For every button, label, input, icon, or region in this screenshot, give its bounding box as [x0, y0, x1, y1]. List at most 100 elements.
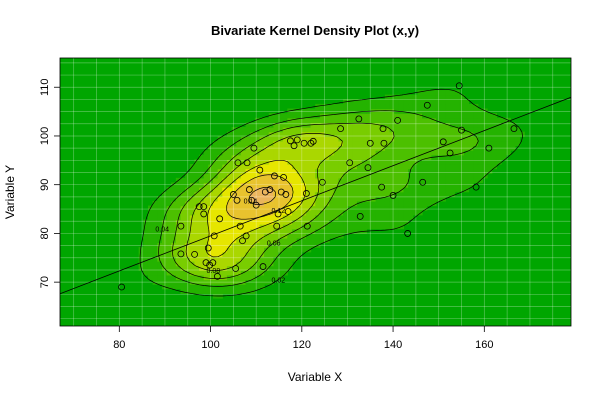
density-cell	[380, 224, 386, 230]
density-cell	[143, 233, 149, 239]
density-cell	[491, 163, 497, 170]
density-cell	[250, 168, 256, 174]
density-cell	[166, 242, 172, 248]
density-cell	[370, 117, 377, 123]
density-cell	[291, 214, 298, 221]
density-cell	[245, 233, 251, 239]
density-cell	[166, 251, 172, 257]
density-cell	[477, 159, 484, 165]
density-cell	[408, 205, 414, 211]
density-cell	[398, 177, 405, 184]
density-cell	[380, 177, 386, 184]
density-cell	[431, 163, 437, 170]
density-cell	[166, 191, 172, 197]
density-cell	[357, 131, 363, 137]
density-cell	[394, 177, 400, 184]
data-point	[439, 138, 447, 146]
density-cell	[501, 122, 507, 128]
density-cell	[510, 131, 516, 137]
density-cell	[291, 191, 298, 197]
density-cell	[264, 251, 270, 257]
density-cell	[273, 274, 279, 281]
density-cell	[449, 94, 456, 100]
density-cell	[194, 284, 200, 290]
density-cell	[319, 159, 326, 165]
density-cell	[319, 200, 326, 207]
density-cell	[384, 168, 391, 174]
density-cell	[226, 159, 233, 165]
density-cell	[268, 228, 274, 234]
density-cell	[143, 219, 149, 225]
density-cell	[384, 182, 391, 188]
density-cell	[161, 233, 168, 239]
density-cell	[166, 224, 172, 230]
density-cell	[222, 247, 228, 253]
density-cell	[408, 182, 414, 188]
density-cell	[282, 214, 288, 221]
density-cell	[213, 284, 219, 290]
density-cell	[440, 191, 446, 197]
density-cell	[487, 127, 493, 133]
density-cell	[315, 113, 321, 119]
density-cell	[380, 182, 386, 188]
density-cell	[468, 113, 474, 119]
density-cell	[329, 187, 335, 193]
density-cell	[431, 140, 437, 147]
density-cell	[282, 219, 288, 225]
density-cell	[282, 131, 288, 137]
density-cell	[366, 182, 372, 188]
density-cell	[203, 237, 209, 244]
density-cell	[250, 265, 256, 271]
density-cell	[412, 173, 418, 179]
density-cell	[180, 284, 186, 290]
density-cell	[435, 173, 442, 179]
density-cell	[245, 191, 251, 197]
density-cell	[352, 210, 358, 216]
density-cell	[394, 103, 400, 110]
density-cell	[514, 136, 521, 142]
density-cell	[361, 196, 367, 202]
density-cell	[152, 279, 158, 285]
density-cell	[417, 140, 423, 147]
density-cell	[361, 224, 367, 230]
density-cell	[208, 145, 214, 151]
density-cell	[185, 177, 191, 184]
density-cell	[157, 247, 163, 253]
density-cell	[361, 168, 367, 174]
density-cell	[454, 173, 460, 179]
density-cell	[175, 210, 182, 216]
x-tick-label: 120	[293, 339, 311, 351]
density-cell	[375, 224, 381, 230]
density-cell	[278, 154, 284, 160]
density-cell	[264, 191, 270, 197]
density-cell	[426, 127, 432, 133]
density-cell	[273, 168, 279, 174]
data-point	[378, 183, 386, 191]
density-cell	[296, 136, 302, 142]
density-cell	[264, 177, 270, 184]
density-cell	[278, 270, 284, 276]
density-cell	[236, 127, 242, 133]
density-cell	[333, 145, 340, 151]
density-cell	[143, 256, 149, 262]
density-cell	[282, 224, 288, 230]
density-cell	[454, 113, 460, 119]
data-point	[233, 196, 241, 204]
density-cell	[380, 196, 386, 202]
density-cell	[357, 159, 363, 165]
density-cell	[319, 214, 326, 221]
density-cell	[264, 136, 270, 142]
density-cell	[426, 108, 432, 114]
density-cell	[199, 228, 205, 234]
density-cell	[278, 182, 284, 188]
density-cell	[394, 154, 400, 160]
density-cell	[287, 150, 293, 156]
density-cell	[278, 131, 284, 137]
density-cell	[403, 187, 409, 193]
density-cell	[222, 177, 228, 184]
density-cell	[254, 145, 261, 151]
density-cell	[264, 200, 270, 207]
density-cell	[282, 187, 288, 193]
density-cell	[273, 265, 279, 271]
